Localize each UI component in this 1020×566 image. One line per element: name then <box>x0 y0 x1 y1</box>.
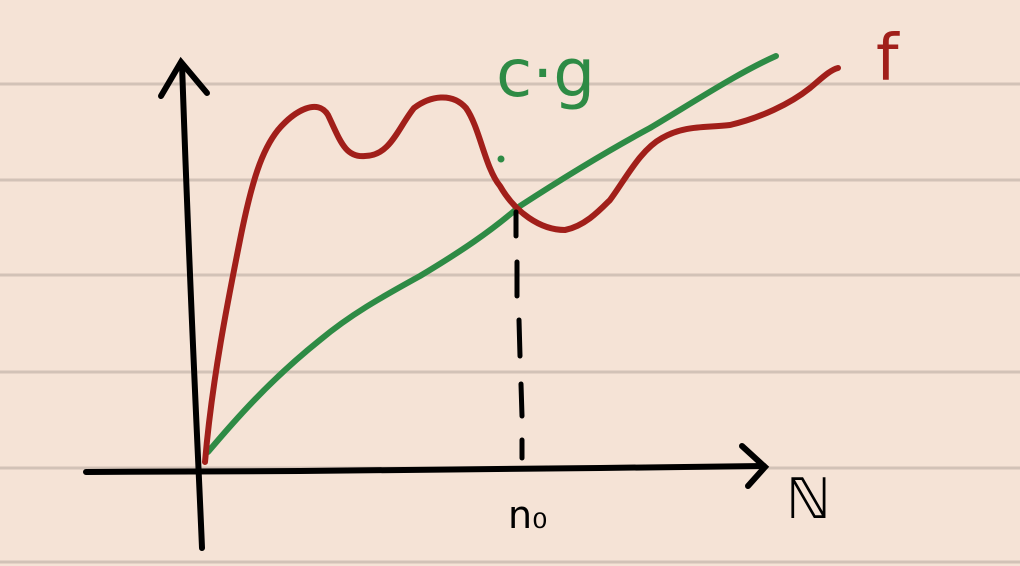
x-axis-arrowhead <box>739 443 770 489</box>
f-curve <box>202 65 841 465</box>
y-axis-arrowhead <box>158 56 210 99</box>
dash-segment <box>518 381 525 419</box>
cg-label: c·g <box>496 35 595 112</box>
y-axis <box>158 56 210 551</box>
x-axis-label: ℕ <box>786 467 831 532</box>
ruled-lines <box>0 82 1020 564</box>
x-axis <box>83 443 770 489</box>
y-axis-line <box>179 61 205 551</box>
n0-dashed-line <box>513 209 525 461</box>
cg-curve <box>205 53 779 455</box>
dash-segment <box>516 317 523 359</box>
f-label: f <box>876 22 900 96</box>
x-axis-line <box>83 463 767 475</box>
cg-stray-dot <box>497 155 505 163</box>
n0-label: n₀ <box>508 493 547 537</box>
